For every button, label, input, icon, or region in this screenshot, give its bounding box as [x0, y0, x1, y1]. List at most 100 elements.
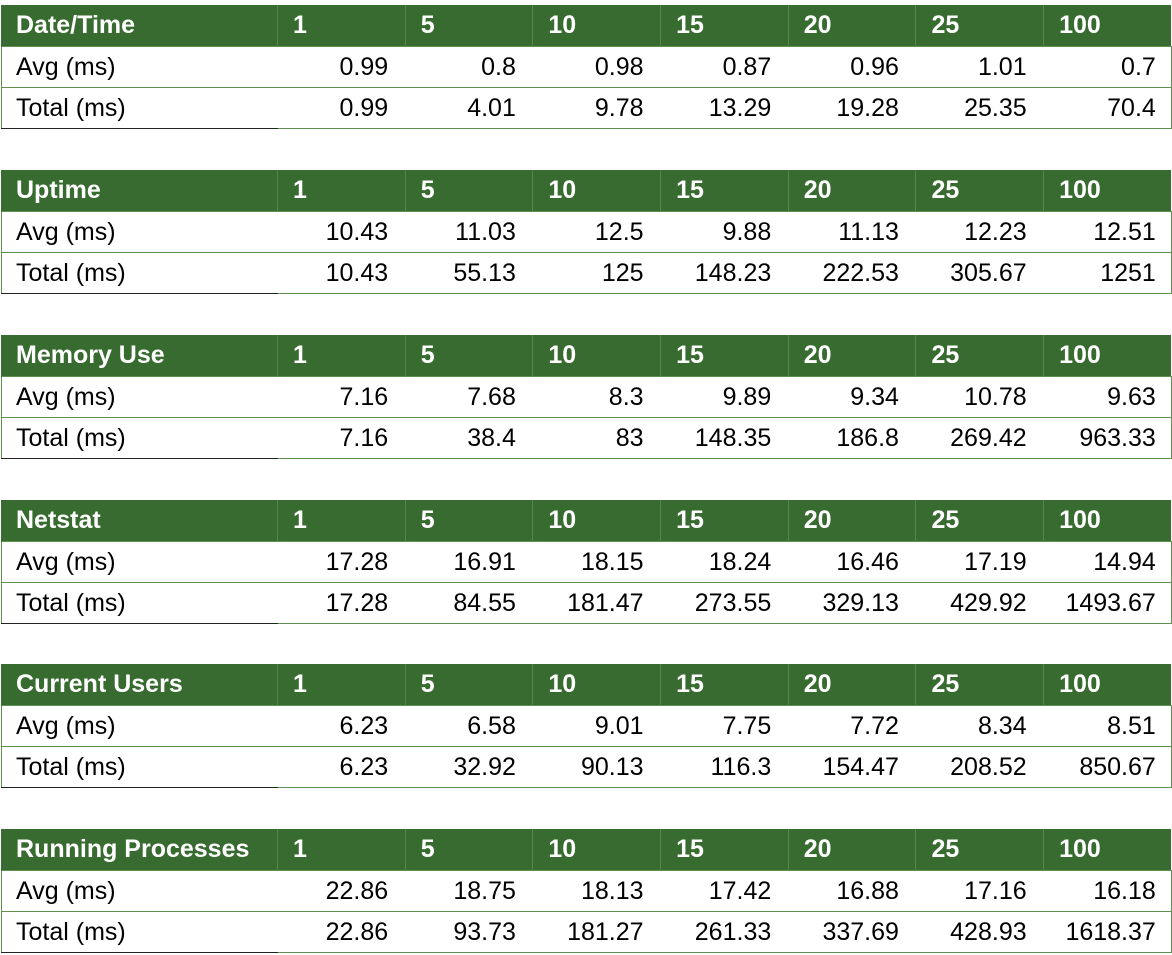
value-cell: 6.23: [277, 746, 406, 788]
value-cell: 22.86: [277, 870, 406, 912]
table-row: Avg (ms) 22.86 18.75 18.13 17.42 16.88 17.16 16…: [1, 870, 1172, 912]
value-cell: 10.43: [277, 252, 406, 294]
value-cell: 0.8: [405, 46, 533, 88]
value-cell: 83: [532, 417, 661, 459]
column-header: 25: [915, 664, 1044, 706]
value-cell: 329.13: [788, 582, 916, 624]
value-cell: 17.16: [915, 870, 1044, 912]
column-header: 15: [660, 829, 789, 871]
value-cell: 16.91: [405, 541, 533, 583]
column-header: 25: [915, 170, 1044, 212]
value-cell: 148.23: [660, 252, 789, 294]
value-cell: 17.42: [660, 870, 789, 912]
value-cell: 17.19: [915, 541, 1044, 583]
table-header-row: Running Processes 1 5 10 15 20 25 100: [1, 829, 1172, 871]
timing-table: Uptime 1 5 10 15 20 25 100 Avg (ms) 10.43 11.03 12.…: [1, 170, 1172, 294]
column-header: 25: [915, 500, 1044, 542]
value-cell: 4.01: [405, 87, 533, 129]
value-cell: 38.4: [405, 417, 533, 459]
value-cell: 93.73: [405, 911, 533, 953]
table-row: Total (ms) 17.28 84.55 181.47 273.55 329.13 42…: [1, 582, 1172, 624]
column-header: 100: [1043, 829, 1172, 871]
column-header: 100: [1043, 335, 1172, 377]
column-header: 10: [532, 335, 661, 377]
value-cell: 18.75: [405, 870, 533, 912]
table-row: Avg (ms) 7.16 7.68 8.3 9.89 9.34 10.78 9.63: [1, 376, 1172, 418]
value-cell: 7.72: [788, 705, 916, 747]
column-header: 5: [404, 5, 533, 47]
column-header: 10: [532, 170, 661, 212]
row-label: Total (ms): [1, 911, 278, 953]
value-cell: 181.47: [532, 582, 661, 624]
column-header: 10: [532, 664, 661, 706]
column-header: 100: [1043, 500, 1172, 542]
table-row: Total (ms) 22.86 93.73 181.27 261.33 337.69 42…: [1, 911, 1172, 953]
value-cell: 154.47: [788, 746, 916, 788]
timing-table-block: Running Processes 1 5 10 15 20 25 100 Avg (ms) 22…: [0, 829, 1172, 955]
value-cell: 0.87: [660, 46, 789, 88]
column-header: 5: [404, 829, 533, 871]
value-cell: 12.5: [532, 211, 661, 253]
column-header: 5: [404, 170, 533, 212]
value-cell: 10.78: [915, 376, 1044, 418]
timing-table-block: Date/Time 1 5 10 15 20 25 100 Avg (ms) 0.99 0.8 0.9…: [0, 5, 1172, 131]
table-title: Date/Time: [1, 5, 278, 47]
value-cell: 9.78: [532, 87, 661, 129]
table-row: Total (ms) 6.23 32.92 90.13 116.3 154.47 208.5…: [1, 746, 1172, 788]
row-label: Total (ms): [1, 582, 278, 624]
value-cell: 16.18: [1043, 870, 1172, 912]
value-cell: 429.92: [915, 582, 1044, 624]
column-header: 15: [660, 170, 789, 212]
value-cell: 9.88: [660, 211, 789, 253]
value-cell: 90.13: [532, 746, 661, 788]
column-header: 1: [277, 170, 406, 212]
table-title: Netstat: [1, 500, 278, 542]
column-header: 100: [1043, 170, 1172, 212]
value-cell: 222.53: [788, 252, 916, 294]
row-label: Total (ms): [1, 252, 278, 294]
value-cell: 11.13: [788, 211, 916, 253]
value-cell: 7.75: [660, 705, 789, 747]
row-label: Avg (ms): [1, 541, 278, 583]
row-label: Total (ms): [1, 746, 278, 788]
table-title: Uptime: [1, 170, 278, 212]
value-cell: 55.13: [405, 252, 533, 294]
value-cell: 32.92: [405, 746, 533, 788]
row-label: Avg (ms): [1, 211, 278, 253]
value-cell: 273.55: [660, 582, 789, 624]
table-row: Total (ms) 10.43 55.13 125 148.23 222.53 305.6…: [1, 252, 1172, 294]
column-header: 10: [532, 500, 661, 542]
timing-table: Running Processes 1 5 10 15 20 25 100 Avg (ms) 22…: [1, 829, 1172, 953]
value-cell: 9.63: [1043, 376, 1172, 418]
row-label: Avg (ms): [1, 705, 278, 747]
column-header: 20: [787, 664, 916, 706]
row-label: Total (ms): [1, 87, 278, 129]
value-cell: 14.94: [1043, 541, 1172, 583]
column-header: 15: [660, 500, 789, 542]
value-cell: 11.03: [405, 211, 533, 253]
value-cell: 337.69: [788, 911, 916, 953]
value-cell: 6.58: [405, 705, 533, 747]
column-header: 20: [787, 500, 916, 542]
value-cell: 963.33: [1043, 417, 1172, 459]
value-cell: 7.16: [277, 376, 406, 418]
value-cell: 9.89: [660, 376, 789, 418]
column-header: 20: [787, 170, 916, 212]
column-header: 20: [787, 335, 916, 377]
value-cell: 16.88: [788, 870, 916, 912]
value-cell: 0.99: [277, 46, 406, 88]
table-row: Total (ms) 0.99 4.01 9.78 13.29 19.28 25.35 70.…: [1, 87, 1172, 129]
timing-table-block: Current Users 1 5 10 15 20 25 100 Avg (ms) 6.23 6.…: [0, 664, 1172, 790]
column-header: 15: [660, 5, 789, 47]
column-header: 5: [404, 335, 533, 377]
table-row: Avg (ms) 6.23 6.58 9.01 7.75 7.72 8.34 8.51: [1, 705, 1172, 747]
value-cell: 125: [532, 252, 661, 294]
table-title: Memory Use: [1, 335, 278, 377]
value-cell: 84.55: [405, 582, 533, 624]
value-cell: 0.98: [532, 46, 661, 88]
value-cell: 25.35: [915, 87, 1044, 129]
column-header: 20: [787, 829, 916, 871]
value-cell: 6.23: [277, 705, 406, 747]
timing-table: Netstat 1 5 10 15 20 25 100 Avg (ms) 17.28 16.91 18…: [1, 500, 1172, 624]
value-cell: 186.8: [788, 417, 916, 459]
